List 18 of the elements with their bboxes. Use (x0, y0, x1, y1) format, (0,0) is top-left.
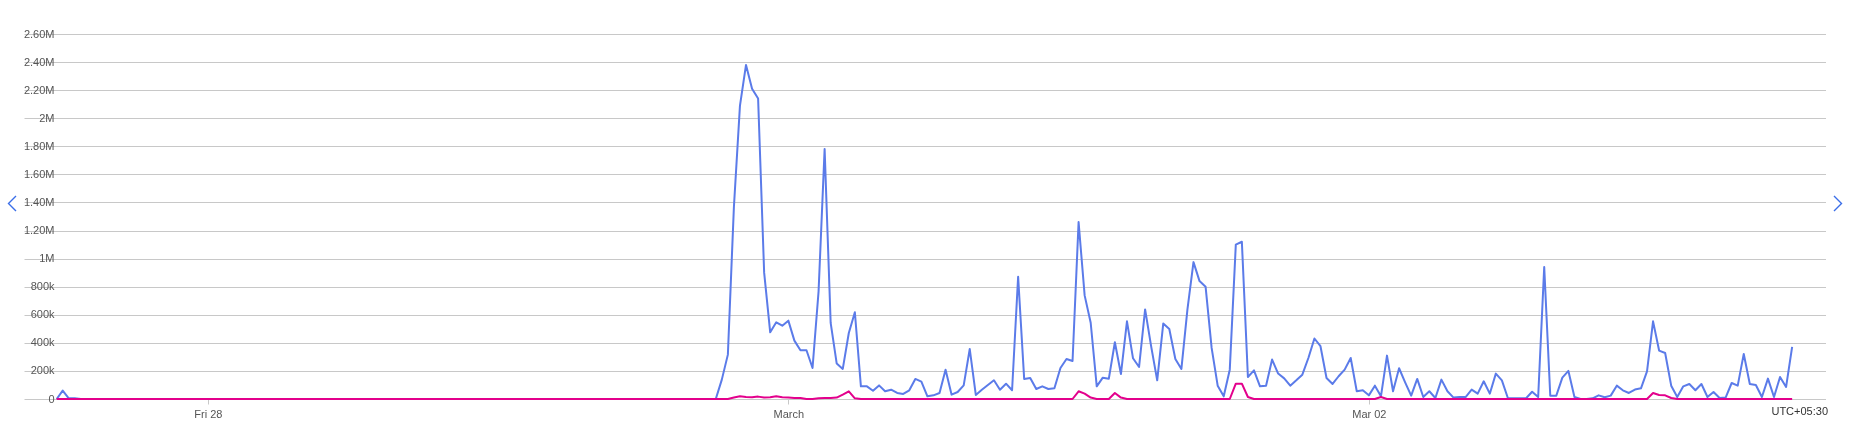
x-tick-label: March (773, 407, 805, 420)
text: UTC+05:30 (1771, 405, 1828, 417)
y-tick-label: 2M (39, 111, 55, 124)
y-tick-label: 200k (30, 364, 55, 377)
y-tick-label: 1M (39, 252, 55, 265)
y-tick-label: 2.20M (23, 83, 55, 96)
y-tick-label: 2.60M (23, 27, 55, 40)
x-tick-label: Fri 28 (194, 407, 223, 420)
y-tick-label: 600k (30, 308, 55, 321)
y-tick-label: 0 (48, 392, 55, 405)
y-tick-label: 2.40M (23, 55, 55, 68)
y-tick-label: 400k (30, 336, 55, 349)
y-tick-label: 1.60M (23, 167, 55, 180)
y-tick-label: 1.20M (23, 224, 55, 237)
y-tick-label: 1.80M (23, 139, 55, 152)
x-tick-label: Mar 02 (1352, 407, 1387, 420)
y-tick-label: 800k (30, 280, 55, 293)
y-tick-label: 1.40M (23, 195, 55, 208)
